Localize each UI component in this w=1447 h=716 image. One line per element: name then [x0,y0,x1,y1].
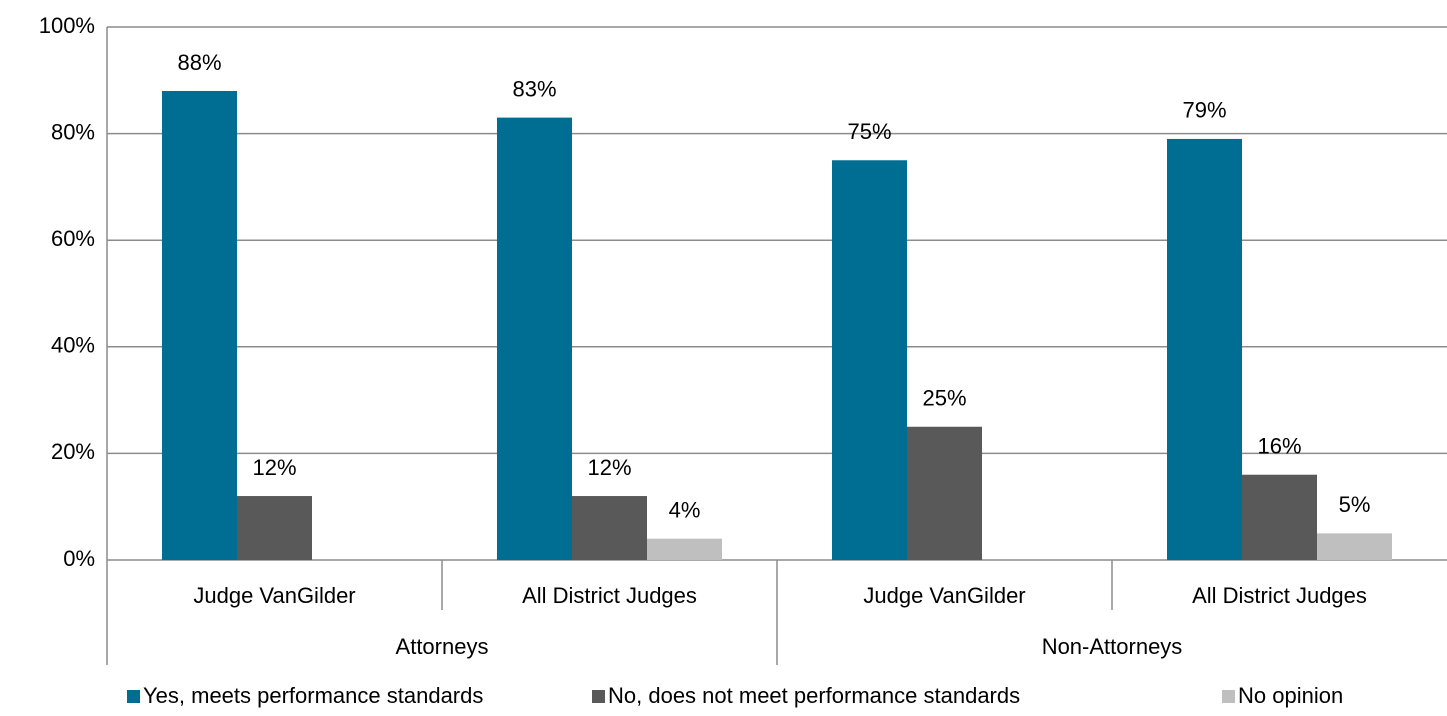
value-label: 12% [252,455,296,480]
y-tick-label: 40% [51,333,95,358]
legend-label: No, does not meet performance standards [608,683,1020,708]
group-label: Non-Attorneys [1042,634,1183,659]
legend-swatch [592,690,605,703]
value-label: 88% [177,50,221,75]
x-tick-label: Judge VanGilder [863,583,1025,608]
bar [572,496,647,560]
y-tick-label: 60% [51,226,95,251]
y-tick-label: 80% [51,119,95,144]
value-label: 75% [847,119,891,144]
bar [162,90,237,561]
bar [907,426,982,560]
bar [832,160,907,560]
value-label: 83% [512,76,556,101]
value-label: 79% [1182,98,1226,123]
bar [237,496,312,560]
bar [1167,138,1242,560]
legend-swatch [1222,690,1235,703]
y-tick-label: 20% [51,439,95,464]
value-label: 16% [1257,434,1301,459]
legend-label: No opinion [1238,683,1343,708]
bar [647,538,722,560]
value-label: 12% [587,455,631,480]
y-tick-label: 0% [63,546,95,571]
group-label: Attorneys [396,634,489,659]
y-tick-label: 100% [39,13,95,38]
value-label: 5% [1339,492,1371,517]
x-tick-label: All District Judges [522,583,697,608]
legend-label: Yes, meets performance standards [143,683,483,708]
legend-swatch [127,690,140,703]
value-label: 4% [669,497,701,522]
x-tick-label: All District Judges [1192,583,1367,608]
bar [497,117,572,561]
value-label: 25% [922,386,966,411]
bar [1317,533,1392,560]
bar [1242,474,1317,560]
x-tick-label: Judge VanGilder [193,583,355,608]
